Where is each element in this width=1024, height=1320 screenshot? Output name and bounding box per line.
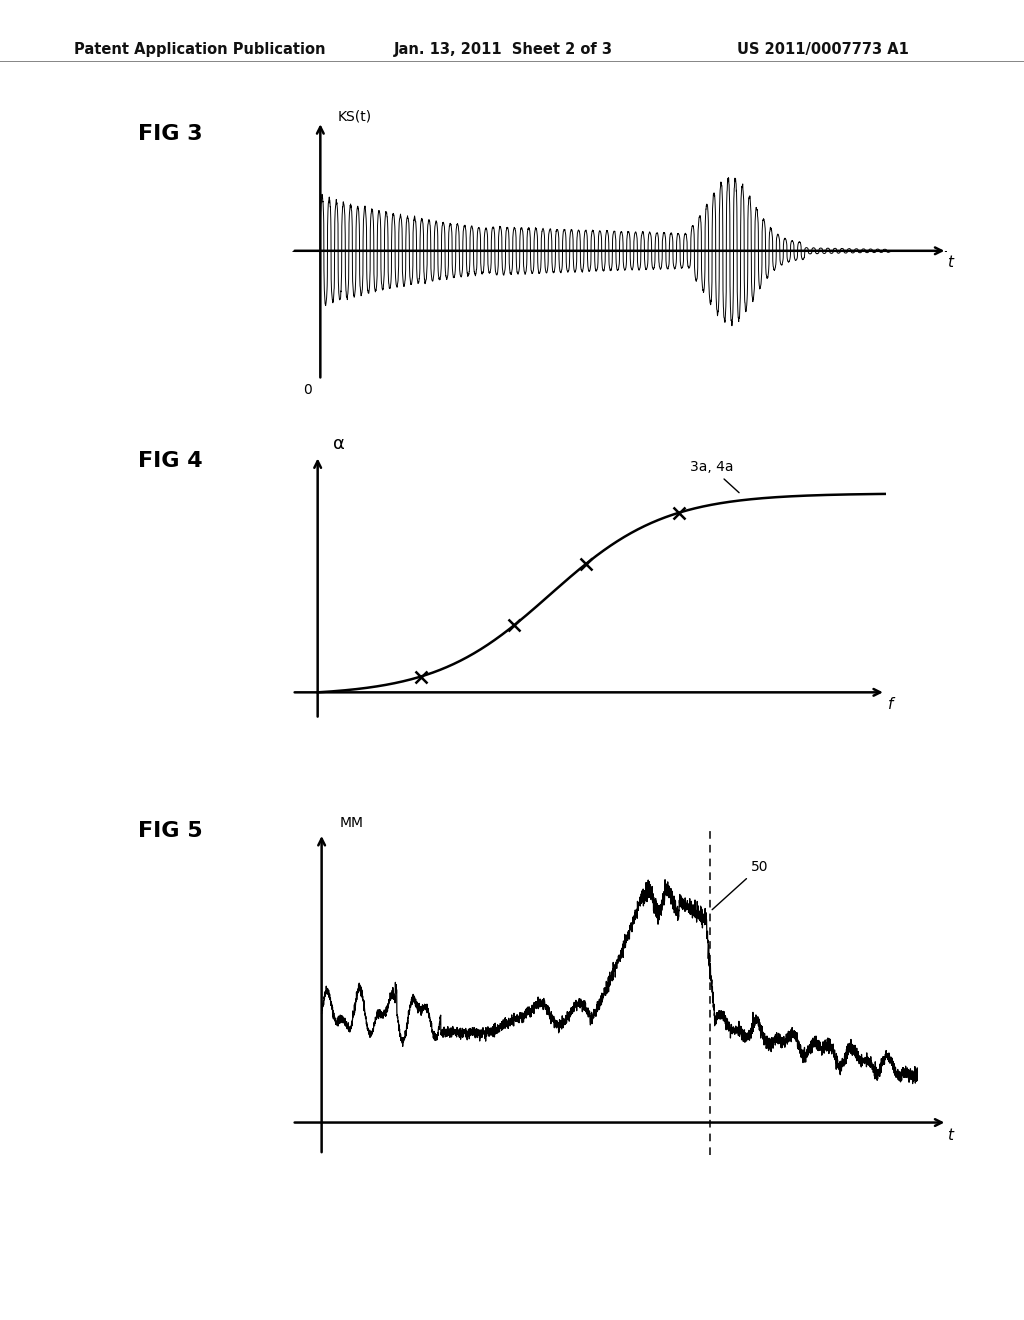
Text: KS(t): KS(t): [338, 110, 372, 123]
Text: f: f: [888, 697, 894, 711]
Text: 0: 0: [303, 383, 311, 397]
Text: FIG 5: FIG 5: [138, 821, 203, 841]
Text: FIG 4: FIG 4: [138, 451, 203, 471]
Text: t: t: [947, 1129, 953, 1143]
Text: 3a, 4a: 3a, 4a: [689, 461, 739, 492]
Text: α: α: [333, 436, 345, 453]
Text: 50: 50: [712, 861, 768, 909]
Text: FIG 3: FIG 3: [138, 124, 203, 144]
Text: Jan. 13, 2011  Sheet 2 of 3: Jan. 13, 2011 Sheet 2 of 3: [394, 42, 613, 57]
Text: MM: MM: [340, 816, 364, 830]
Text: Patent Application Publication: Patent Application Publication: [74, 42, 326, 57]
Text: t: t: [947, 255, 953, 271]
Text: US 2011/0007773 A1: US 2011/0007773 A1: [737, 42, 909, 57]
